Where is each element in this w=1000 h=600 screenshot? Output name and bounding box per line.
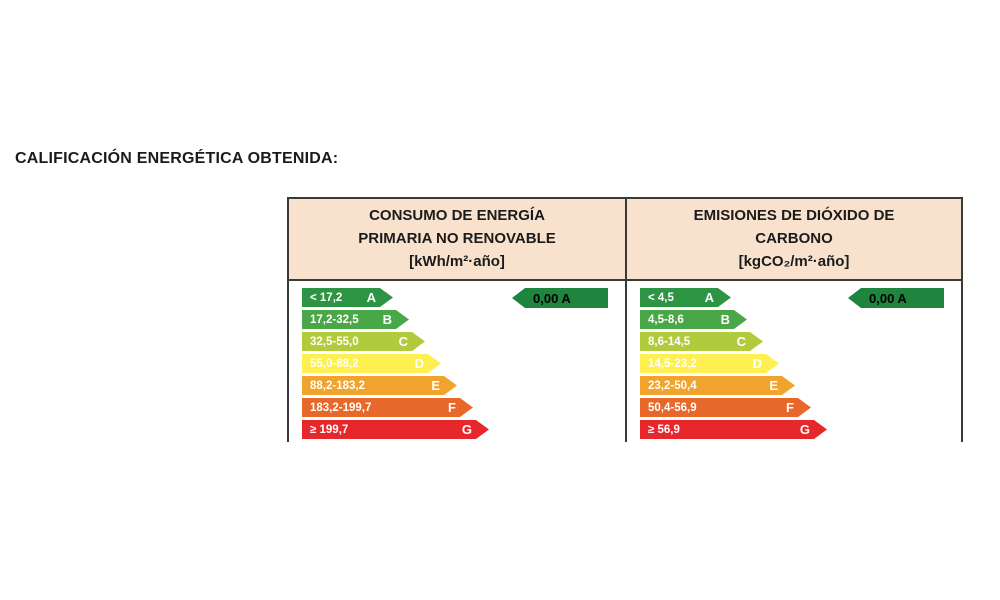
rating-row-g: ≥ 199,7 G	[302, 420, 625, 439]
rating-arrow-e: 88,2-183,2 E	[302, 376, 457, 395]
column-header-emisiones: EMISIONES DE DIÓXIDO DE CARBONO [kgCO₂/m…	[625, 199, 961, 279]
header-units: [kWh/m²·año]	[409, 253, 505, 270]
rating-arrow-b: 4,5-8,6 B	[640, 310, 747, 329]
rating-letter-label: G	[461, 422, 472, 437]
rating-range-label: 183,2-199,7	[310, 401, 372, 414]
rating-range-label: 14,5-23,2	[648, 357, 697, 370]
rating-arrow-c: 32,5-55,0 C	[302, 332, 425, 351]
rating-letter-label: D	[752, 356, 762, 371]
rating-scale-emisiones: < 4,5 A 4,5-8,6 B 8,6-14,5 C 14,5-23,2 D 23,2-50…	[625, 281, 961, 442]
rating-range-label: ≥ 56,9	[648, 423, 680, 436]
rating-range-label: ≥ 199,7	[310, 423, 349, 436]
rating-arrow-e: 23,2-50,4 E	[640, 376, 795, 395]
rating-row-b: 17,2-32,5 B	[302, 310, 625, 329]
rating-arrow-a: < 17,2 A	[302, 288, 393, 307]
rating-indicator-emisiones: 0,00 A	[848, 288, 944, 308]
header-line-1: CONSUMO DE ENERGÍA	[369, 207, 545, 224]
rating-row-c: 32,5-55,0 C	[302, 332, 625, 351]
header-line-2: PRIMARIA NO RENOVABLE	[358, 230, 556, 247]
rating-row-e: 88,2-183,2 E	[302, 376, 625, 395]
rating-scale-consumo: < 17,2 A 17,2-32,5 B 32,5-55,0 C 55,0-88,2 D 88,…	[289, 281, 625, 442]
rating-row-d: 55,0-88,2 D	[302, 354, 625, 373]
rating-row-g: ≥ 56,9 G	[640, 420, 961, 439]
rating-letter-label: F	[448, 400, 456, 415]
rating-letter-label: B	[720, 312, 730, 327]
rating-row-d: 14,5-23,2 D	[640, 354, 961, 373]
header-units: [kgCO₂/m²·año]	[738, 253, 850, 270]
rating-arrow-g: ≥ 199,7 G	[302, 420, 489, 439]
rating-arrow-c: 8,6-14,5 C	[640, 332, 763, 351]
rating-arrow-d: 14,5-23,2 D	[640, 354, 779, 373]
column-header-consumo: CONSUMO DE ENERGÍA PRIMARIA NO RENOVABLE…	[289, 199, 625, 279]
rating-row-b: 4,5-8,6 B	[640, 310, 961, 329]
table-header-row: CONSUMO DE ENERGÍA PRIMARIA NO RENOVABLE…	[289, 199, 961, 281]
rating-row-c: 8,6-14,5 C	[640, 332, 961, 351]
energy-rating-table: CONSUMO DE ENERGÍA PRIMARIA NO RENOVABLE…	[287, 197, 963, 442]
header-line-1: EMISIONES DE DIÓXIDO DE	[693, 207, 895, 224]
rating-range-label: 55,0-88,2	[310, 357, 359, 370]
rating-range-label: < 17,2	[310, 291, 343, 304]
rating-letter-label: C	[398, 334, 408, 349]
rating-letter-label: G	[799, 422, 810, 437]
rating-range-label: 4,5-8,6	[648, 313, 684, 326]
rating-letter-label: E	[769, 378, 778, 393]
rating-row-e: 23,2-50,4 E	[640, 376, 961, 395]
rating-indicator-consumo: 0,00 A	[512, 288, 608, 308]
arrow-scale: < 4,5 A 4,5-8,6 B 8,6-14,5 C 14,5-23,2 D 23,2-50…	[640, 288, 961, 439]
rating-row-f: 183,2-199,7 F	[302, 398, 625, 417]
rating-letter-label: A	[366, 290, 376, 305]
rating-letter-label: A	[704, 290, 714, 305]
rating-row-a: < 17,2 A	[302, 288, 625, 307]
header-line-2: CARBONO	[755, 230, 833, 247]
rating-range-label: 88,2-183,2	[310, 379, 365, 392]
rating-arrow-b: 17,2-32,5 B	[302, 310, 409, 329]
rating-arrow-f: 50,4-56,9 F	[640, 398, 811, 417]
rating-letter-label: E	[431, 378, 440, 393]
rating-row-f: 50,4-56,9 F	[640, 398, 961, 417]
rating-letter-label: D	[414, 356, 424, 371]
rating-arrow-g: ≥ 56,9 G	[640, 420, 827, 439]
rating-letter-label: B	[382, 312, 392, 327]
rating-arrow-d: 55,0-88,2 D	[302, 354, 441, 373]
rating-range-label: 23,2-50,4	[648, 379, 697, 392]
rating-range-label: 50,4-56,9	[648, 401, 697, 414]
rating-arrow-f: 183,2-199,7 F	[302, 398, 473, 417]
rating-range-label: 8,6-14,5	[648, 335, 691, 348]
page-title: CALIFICACIÓN ENERGÉTICA OBTENIDA:	[15, 150, 339, 167]
rating-row-a: < 4,5 A	[640, 288, 961, 307]
rating-range-label: 32,5-55,0	[310, 335, 359, 348]
table-body-row: < 17,2 A 17,2-32,5 B 32,5-55,0 C 55,0-88,2 D 88,…	[289, 281, 961, 442]
rating-letter-label: C	[736, 334, 746, 349]
rating-range-label: 17,2-32,5	[310, 313, 359, 326]
arrow-scale: < 17,2 A 17,2-32,5 B 32,5-55,0 C 55,0-88,2 D 88,…	[302, 288, 625, 439]
rating-arrow-a: < 4,5 A	[640, 288, 731, 307]
rating-range-label: < 4,5	[648, 291, 674, 304]
rating-letter-label: F	[786, 400, 794, 415]
